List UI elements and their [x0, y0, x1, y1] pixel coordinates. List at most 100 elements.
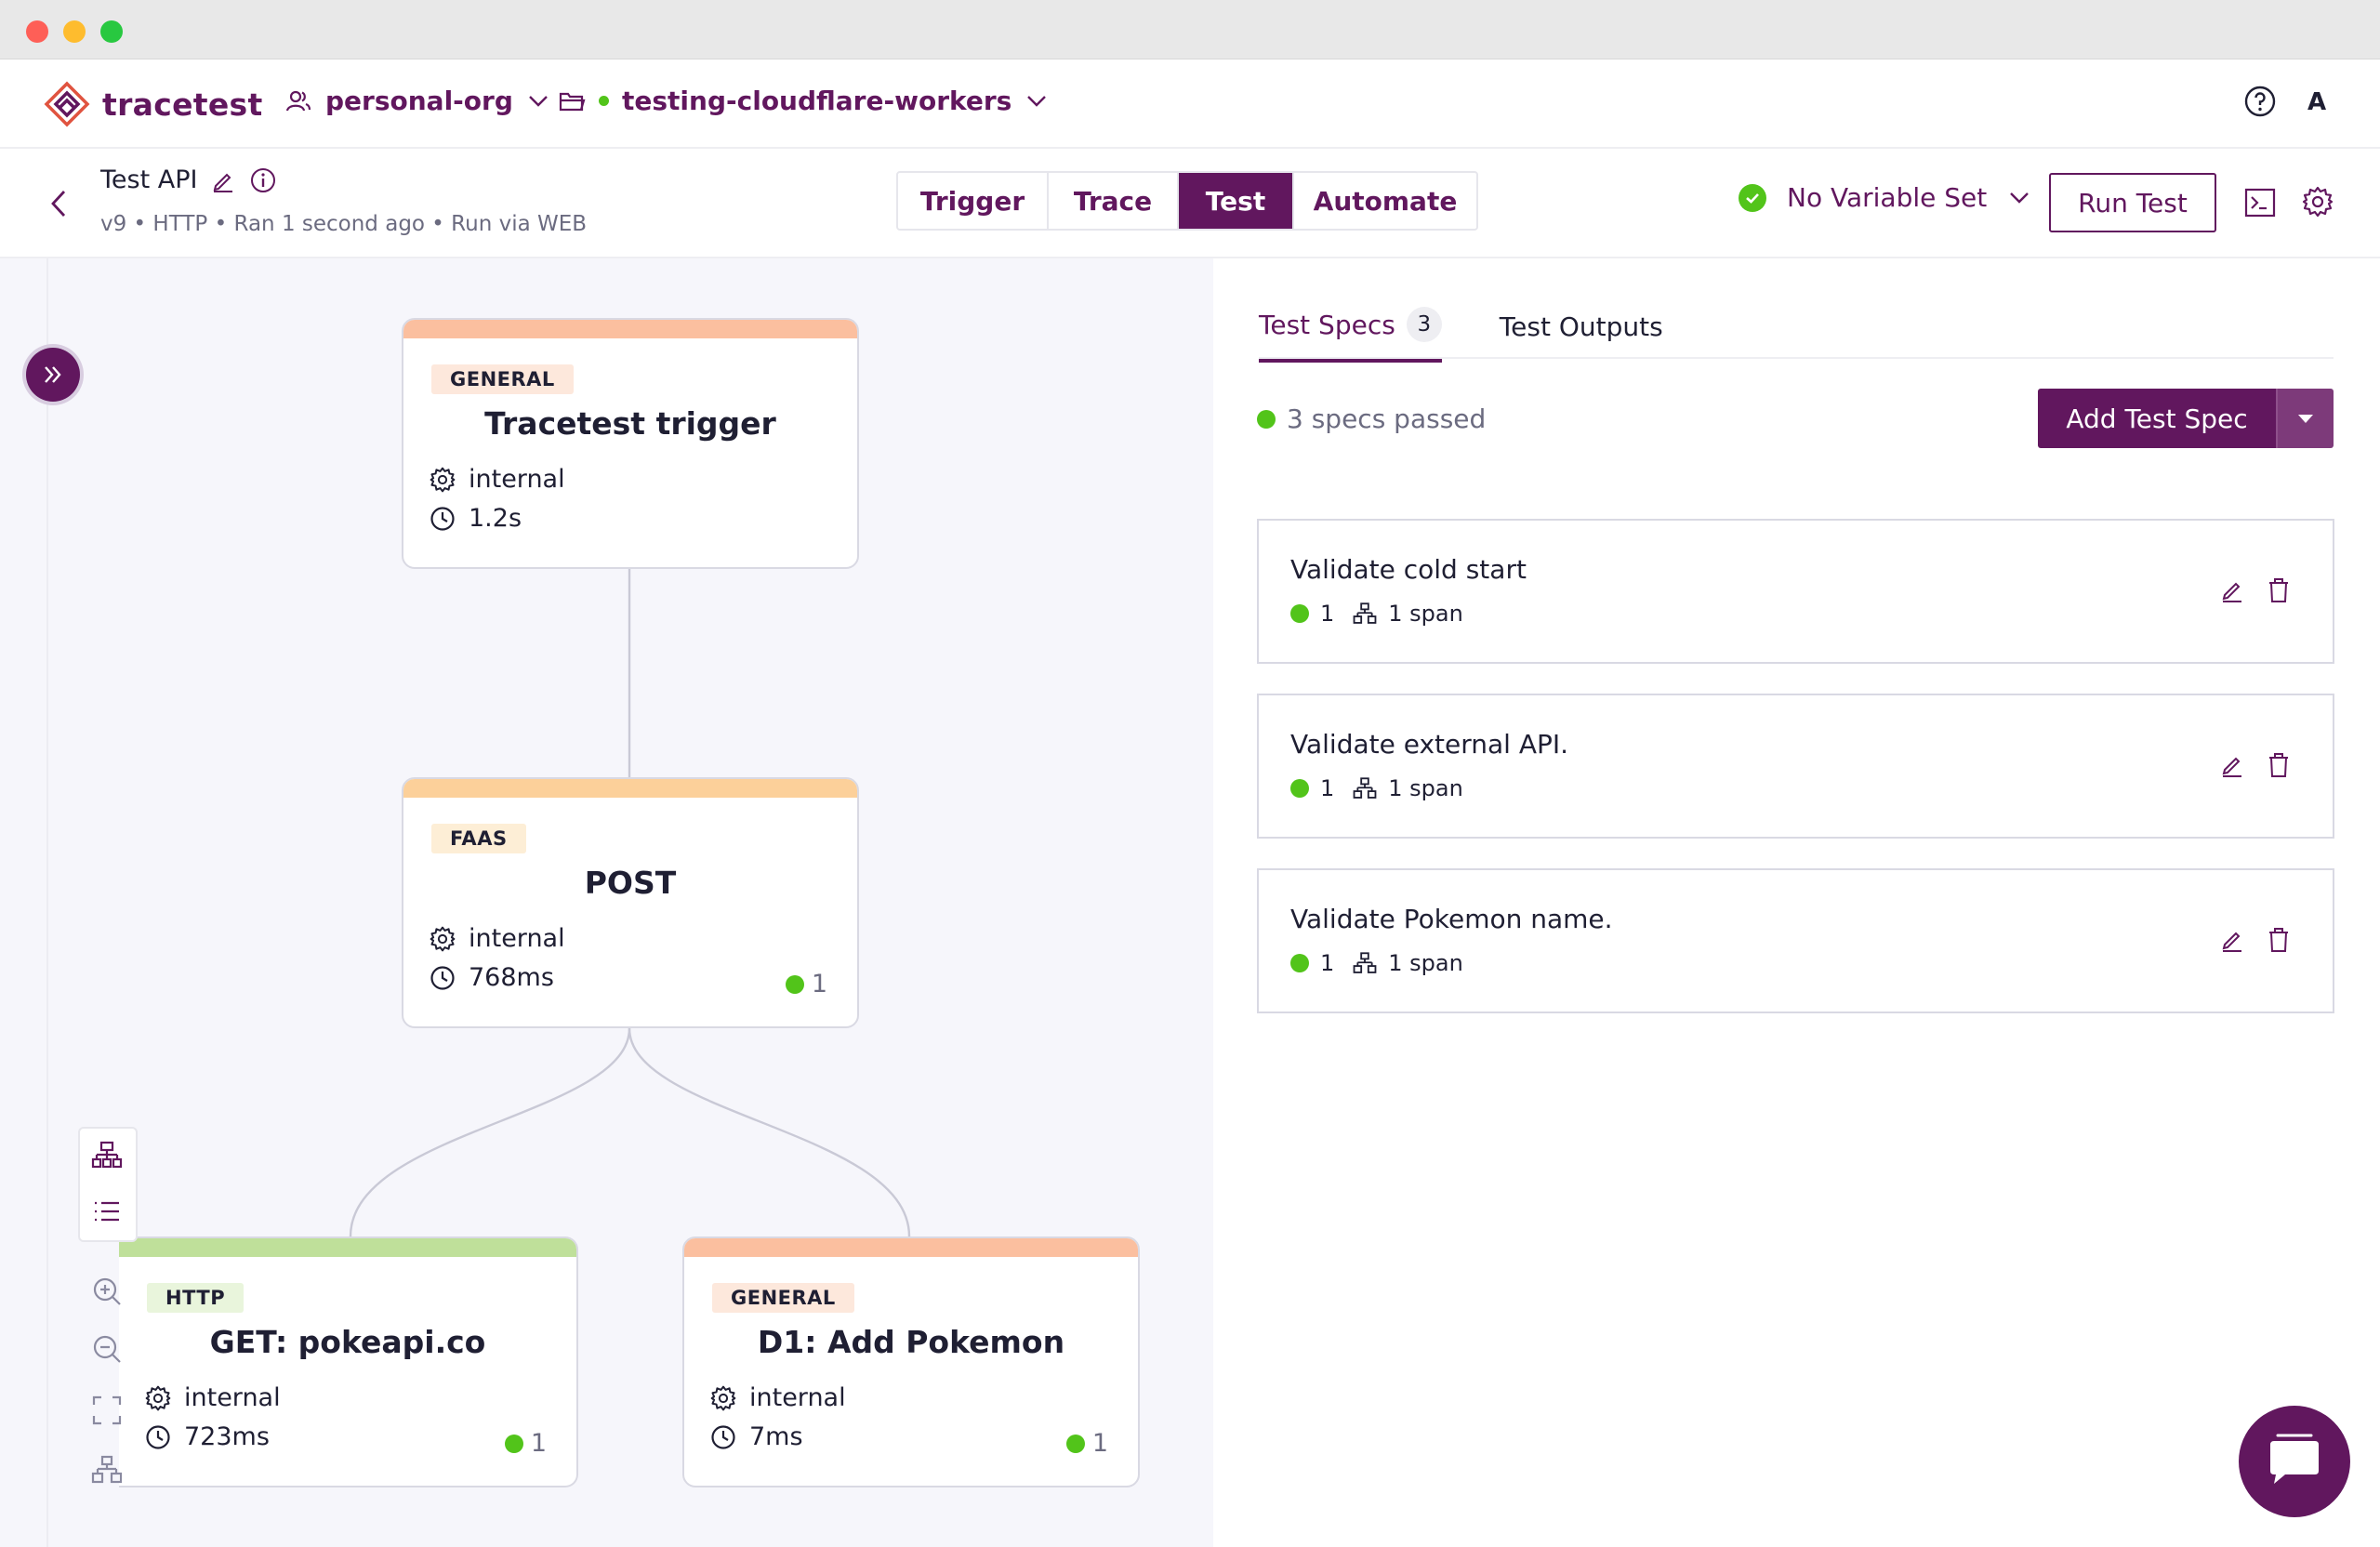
chevron-down-icon [529, 95, 548, 107]
zoom-in-icon[interactable] [91, 1276, 123, 1307]
spec-card[interactable]: Validate cold start 1 1 span [1257, 519, 2334, 664]
delete-icon[interactable] [2266, 926, 2292, 954]
span-tree-icon [1353, 952, 1377, 973]
org-name: personal-org [325, 86, 513, 116]
close-window-button[interactable] [26, 20, 48, 43]
spec-passed-count: 1 [1320, 950, 1335, 976]
info-icon[interactable] [249, 166, 277, 194]
span-kind-row: internal [145, 1383, 281, 1412]
add-test-spec-button[interactable]: Add Test Spec [2038, 389, 2276, 448]
spec-span-count: 1 span [1388, 950, 1463, 976]
expand-panel-button[interactable] [26, 348, 80, 402]
span-duration: 723ms [184, 1422, 270, 1451]
settings-gear-icon[interactable] [2302, 186, 2334, 218]
variable-set-label: No Variable Set [1787, 182, 1988, 213]
environment-status-dot [599, 96, 609, 106]
specs-status-text: 3 specs passed [1287, 403, 1487, 434]
passed-count: 1 [530, 1429, 547, 1458]
user-avatar[interactable]: A [2307, 88, 2327, 116]
span-node-get-pokeapi[interactable]: HTTP GET: pokeapi.co internal 723ms 1 [119, 1236, 578, 1488]
fit-view-icon[interactable] [91, 1395, 123, 1426]
tab-test-outputs-label: Test Outputs [1499, 311, 1663, 342]
spec-meta: 1 1 span [1290, 950, 1463, 976]
passed-dot [1290, 604, 1309, 623]
span-duration-row: 1.2s [430, 504, 522, 533]
graph-view-icon[interactable] [91, 1140, 123, 1171]
environment-name: testing-cloudflare-workers [622, 86, 1012, 116]
span-tree-icon [1353, 602, 1377, 624]
back-arrow-icon[interactable] [46, 188, 71, 219]
spec-card[interactable]: Validate Pokemon name. 1 1 span [1257, 868, 2334, 1013]
environment-selector[interactable]: testing-cloudflare-workers [558, 86, 1049, 116]
span-tree-icon [1353, 777, 1377, 799]
add-spec-dropdown-button[interactable] [2276, 389, 2334, 448]
span-duration-row: 7ms [710, 1422, 803, 1451]
gear-icon [710, 1385, 736, 1410]
spec-span-count: 1 span [1388, 601, 1463, 627]
edit-icon[interactable] [2219, 576, 2245, 604]
span-type-badge: FAAS [431, 824, 526, 853]
passed-assertions-count: 1 [785, 970, 827, 998]
span-duration: 7ms [749, 1422, 803, 1451]
spec-meta: 1 1 span [1290, 775, 1463, 801]
span-node-post[interactable]: FAAS POST internal 768ms 1 [402, 777, 859, 1028]
passed-dot [1257, 409, 1276, 429]
minimize-window-button[interactable] [63, 20, 86, 43]
tab-test[interactable]: Test [1179, 173, 1294, 229]
spec-actions [2219, 576, 2292, 604]
passed-assertions-count: 1 [504, 1429, 547, 1458]
span-duration-row: 768ms [430, 963, 554, 992]
span-kind-row: internal [710, 1383, 846, 1412]
span-kind: internal [469, 465, 565, 494]
span-kind-row: internal [430, 465, 565, 494]
tab-test-specs[interactable]: Test Specs 3 [1259, 307, 1442, 363]
chevron-down-icon [1027, 95, 1047, 107]
chevron-down-icon [2010, 192, 2030, 204]
spec-span-count: 1 span [1388, 775, 1463, 801]
help-icon[interactable] [2242, 84, 2278, 119]
edit-icon[interactable] [210, 167, 236, 193]
org-selector[interactable]: personal-org [284, 86, 550, 116]
node-type-bar [119, 1238, 576, 1257]
delete-icon[interactable] [2266, 751, 2292, 779]
graph-edges [349, 569, 911, 1237]
delete-icon[interactable] [2266, 576, 2292, 604]
span-node-d1-add-pokemon[interactable]: GENERAL D1: Add Pokemon internal 7ms 1 [682, 1236, 1140, 1488]
list-view-icon[interactable] [91, 1196, 123, 1227]
chat-bubble-icon [2270, 1434, 2319, 1484]
brand-name: tracetest [102, 86, 263, 123]
reset-layout-icon[interactable] [91, 1454, 123, 1486]
maximize-window-button[interactable] [100, 20, 123, 43]
passed-dot [1065, 1434, 1085, 1453]
zoom-out-icon[interactable] [91, 1333, 123, 1365]
edit-icon[interactable] [2219, 926, 2245, 954]
spec-card[interactable]: Validate external API. 1 1 span [1257, 694, 2334, 839]
gear-icon [145, 1385, 171, 1410]
gear-icon [430, 926, 456, 951]
clock-icon [430, 506, 455, 531]
span-type-badge: HTTP [147, 1283, 245, 1313]
span-title: GET: pokeapi.co [209, 1324, 486, 1360]
passed-dot [504, 1434, 523, 1453]
edit-icon[interactable] [2219, 751, 2245, 779]
passed-dot [785, 974, 804, 994]
tab-automate[interactable]: Automate [1313, 185, 1458, 217]
brand-logo[interactable]: tracetest [43, 80, 263, 128]
variable-set-selector[interactable]: No Variable Set [1739, 182, 2031, 213]
tab-trigger[interactable]: Trigger [898, 173, 1049, 229]
run-test-button[interactable]: Run Test [2049, 173, 2216, 232]
passed-count: 1 [1091, 1429, 1108, 1458]
caret-down-icon [2298, 415, 2313, 423]
span-kind: internal [184, 1383, 281, 1412]
tab-trace[interactable]: Trace [1049, 173, 1179, 229]
top-navigation: tracetest personal-org testing-cloudflar… [0, 60, 2380, 149]
span-duration: 768ms [469, 963, 554, 992]
chat-support-button[interactable] [2239, 1406, 2350, 1517]
node-type-bar [403, 320, 857, 338]
terminal-icon[interactable] [2244, 188, 2276, 218]
span-node-tracetest-trigger[interactable]: GENERAL Tracetest trigger internal 1.2s [402, 318, 859, 569]
test-title-row: Test API [100, 165, 277, 194]
check-circle-icon [1739, 183, 1766, 212]
gear-icon [430, 467, 456, 492]
tab-test-outputs[interactable]: Test Outputs [1500, 307, 1663, 363]
